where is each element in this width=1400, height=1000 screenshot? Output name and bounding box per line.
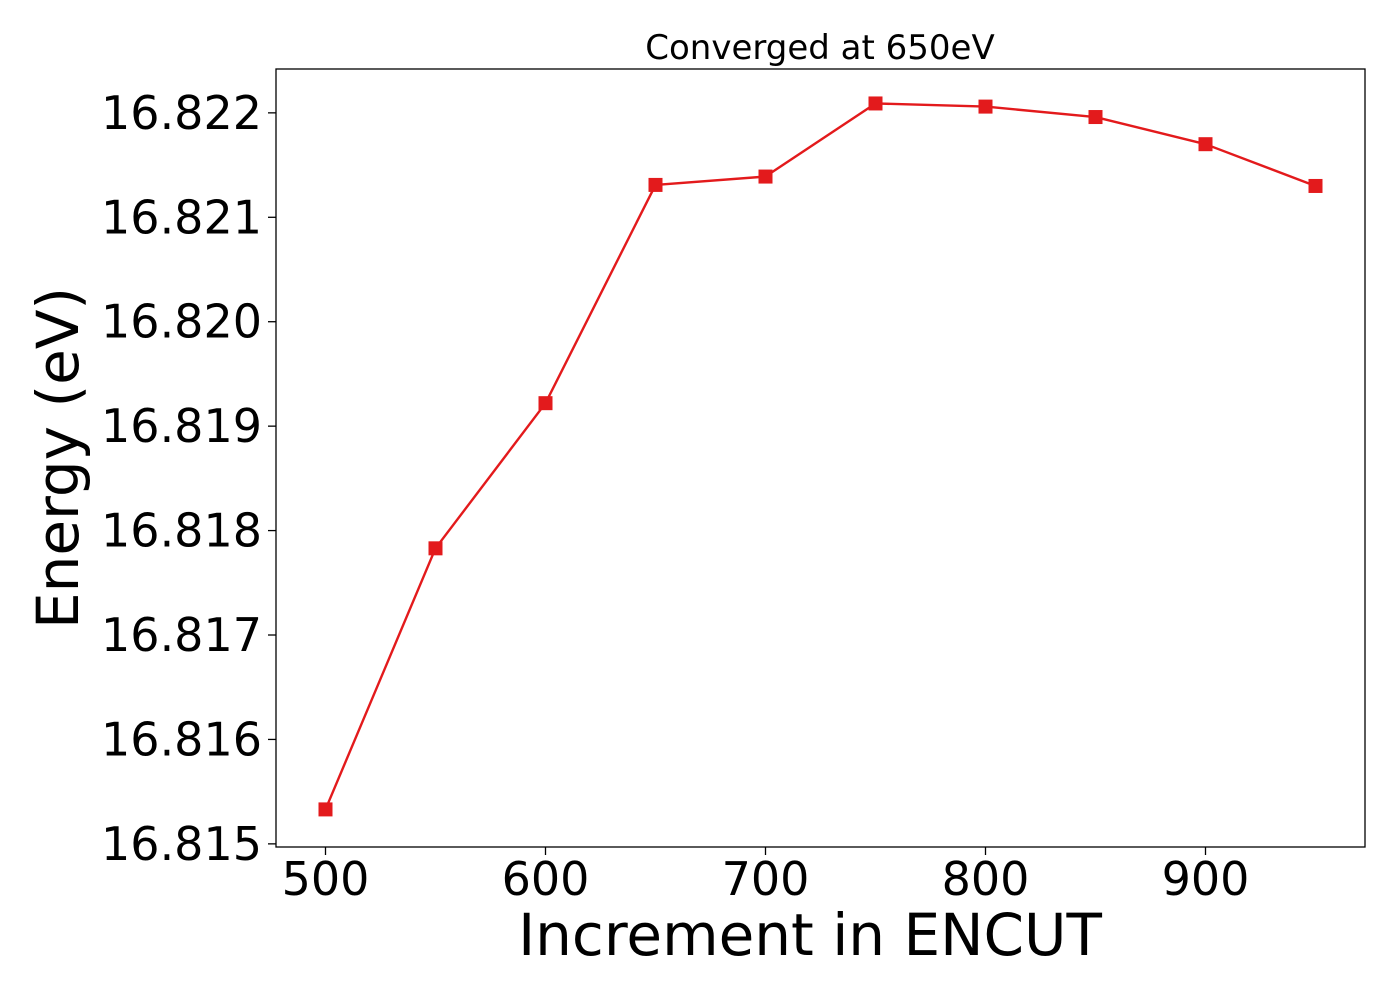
x-tick-label: 900 xyxy=(1162,852,1250,906)
data-point-marker xyxy=(538,396,553,411)
series-line xyxy=(324,102,1316,810)
x-tick-label: 700 xyxy=(722,852,810,906)
data-point-marker xyxy=(318,802,333,817)
data-point-marker xyxy=(1198,137,1213,152)
x-tick-label: 600 xyxy=(502,852,590,906)
data-point-marker xyxy=(648,177,663,192)
x-tick-label: 800 xyxy=(942,852,1030,906)
data-series xyxy=(318,96,1323,817)
data-point-marker xyxy=(758,169,773,184)
chart-title: Converged at 650eV xyxy=(645,28,994,68)
y-tick-label: 16.822 xyxy=(101,86,262,140)
data-point-marker xyxy=(428,541,443,556)
y-tick-label: 16.820 xyxy=(101,295,262,349)
y-tick-label: 16.816 xyxy=(101,712,262,766)
x-axis-label: Increment in ENCUT xyxy=(518,901,1102,969)
plot-area-frame xyxy=(275,68,1366,848)
y-tick-label: 16.815 xyxy=(101,817,262,871)
y-tick-label: 16.817 xyxy=(101,608,262,662)
data-point-marker xyxy=(978,99,993,114)
data-point-marker xyxy=(868,96,883,111)
data-point-marker xyxy=(1308,178,1323,193)
data-point-marker xyxy=(1088,110,1103,125)
y-tick-label: 16.819 xyxy=(101,399,262,453)
y-axis-ticks: 16.815 16.816 16.817 16.818 16.819 16.820 16.8… xyxy=(101,86,276,871)
x-tick-label: 500 xyxy=(282,852,370,906)
y-tick-label: 16.821 xyxy=(101,190,262,244)
y-axis-label: Energy (eV) xyxy=(24,287,92,629)
y-tick-label: 16.818 xyxy=(101,504,262,558)
x-axis-ticks: 500 600 700 800 900 xyxy=(282,847,1250,906)
